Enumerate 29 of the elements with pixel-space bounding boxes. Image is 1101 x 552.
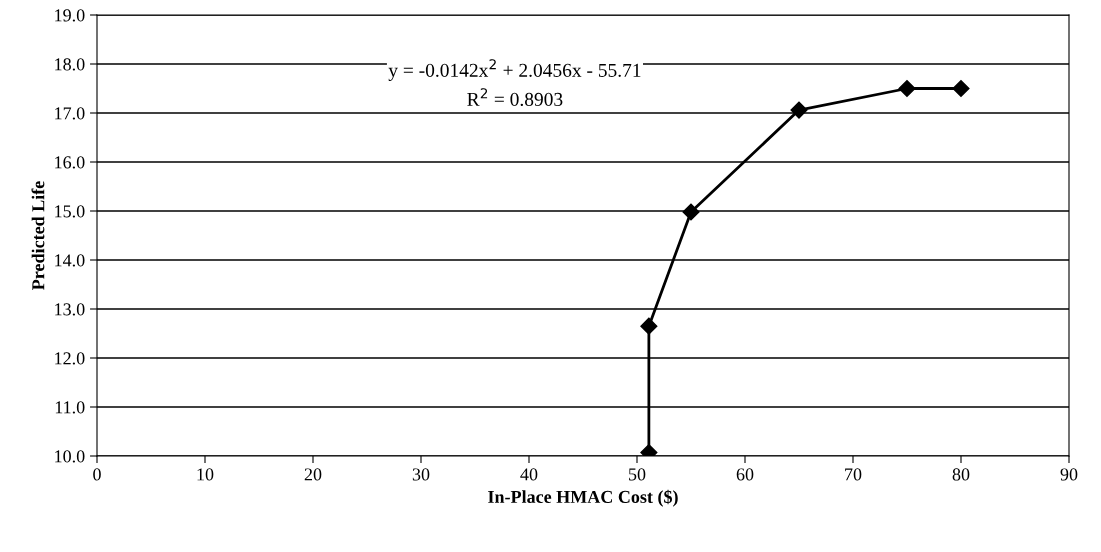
point	[952, 79, 970, 98]
y-tick-label: 11.0	[55, 401, 85, 414]
x-tick-label: 90	[1060, 468, 1078, 481]
x-tick-label: 40	[520, 468, 538, 481]
y-tick-label: 18.0	[55, 58, 85, 71]
x-tick-label: 10	[197, 468, 214, 481]
x-tick-label: 20	[304, 468, 322, 481]
y-tick-label: 14.0	[55, 254, 85, 267]
x-axis-title: In-Place HMAC Cost ($)	[488, 489, 678, 507]
y-axis-title: Predicted Life	[31, 181, 45, 290]
x-tick-label: 50	[629, 468, 646, 481]
point	[682, 203, 700, 221]
y-tick-label: 16.0	[55, 156, 85, 169]
point	[898, 79, 916, 98]
y-tick-label: 13.0	[55, 303, 85, 316]
x-tick-label: 60	[736, 468, 754, 481]
y-tick-label: 10.0	[55, 450, 85, 463]
y-tick-label: 15.0	[55, 205, 85, 218]
annotation: R$^{2}$ = 0.8903	[467, 88, 563, 107]
y-tick-label: 19.0	[55, 9, 85, 22]
x-tick-label: 0	[93, 468, 101, 481]
x-tick-label: 30	[412, 468, 430, 481]
annotation: y = -0.0142x$^{2}$ + 2.0456x - 55.71	[388, 59, 641, 81]
y-tick-label: 12.0	[55, 352, 85, 365]
point	[640, 317, 658, 335]
point	[790, 101, 808, 119]
x-tick-label: 70	[845, 468, 862, 481]
y-tick-label: 17.0	[55, 107, 85, 120]
x-tick-label: 80	[952, 468, 970, 481]
